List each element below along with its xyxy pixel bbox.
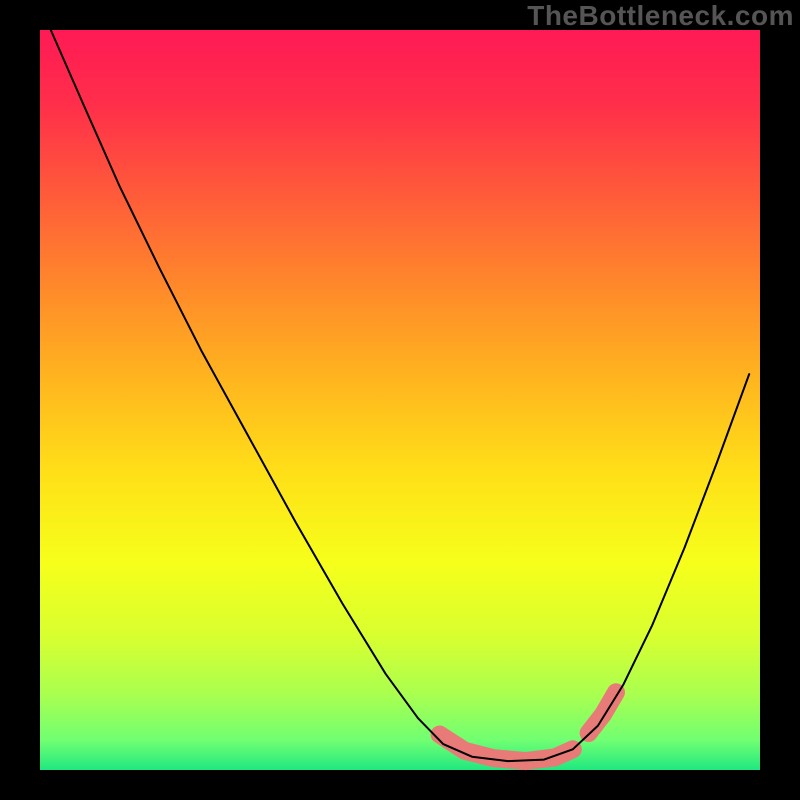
bottleneck-chart	[0, 0, 800, 800]
watermark-text: TheBottleneck.com	[527, 0, 794, 32]
chart-stage: TheBottleneck.com	[0, 0, 800, 800]
plot-area	[40, 30, 760, 770]
